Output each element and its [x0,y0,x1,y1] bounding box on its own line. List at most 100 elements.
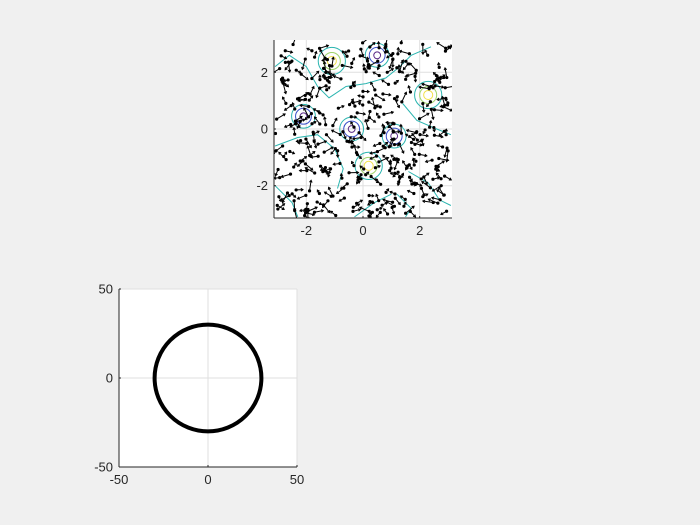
quiver-arrow [351,208,362,213]
quiver-arrow [306,145,313,158]
quiver-arrow [391,129,401,134]
quiver-arrow [313,116,322,126]
quiver-arrow [419,172,430,181]
quiver-arrow [290,192,297,198]
quiver-arrow [373,164,381,170]
quiver-arrow [304,211,316,217]
quiver-arrow [404,133,416,141]
quiver-arrow [312,108,322,115]
quiver-arrow [355,199,364,205]
quiver-arrow [391,57,395,68]
quiver-arrow [344,49,351,54]
quiver-arrow [368,199,376,205]
quiver-arrow [393,171,404,178]
quiver-arrow [427,198,440,205]
quiver-arrow [351,99,362,105]
circle-plot-axes: -50 0 50 -50 0 50 [94,282,304,488]
quiver-arrow [304,137,312,149]
quiver-arrow [440,209,449,216]
quiver-arrow [358,54,370,60]
quiver-arrow [435,172,443,181]
quiver-arrow [366,109,372,123]
quiver-arrow [443,146,449,158]
quiver-arrow [332,161,342,166]
quiver-arrow [274,175,282,180]
quiver-arrow [327,73,336,80]
quiver-arrow [393,79,400,85]
quiver-arrow [301,57,307,71]
quiver-arrow [338,196,346,202]
quiver-arrow [434,160,446,168]
quiver-arrow [350,56,356,65]
quiver-arrow [376,64,381,71]
quiver-arrow [433,74,439,84]
quiver-arrow [381,79,391,86]
quiver-arrow [437,74,446,80]
quiver-arrow [432,125,436,133]
quiver-arrow [421,42,425,56]
quiver-arrow [358,206,371,213]
quiver-arrow [413,74,418,83]
quiver-arrow [340,63,354,69]
quiver-arrow [331,117,338,128]
quiver-arrow [321,203,331,214]
quiver-arrow [349,80,356,89]
quiver-arrow [292,162,297,169]
quiver-arrow [372,141,382,147]
quiver-arrow [329,210,338,218]
quiver-arrow [298,168,309,173]
quiver-arrow [332,75,343,81]
quiver-arrow [303,162,314,171]
quiver-arrow [407,175,413,182]
quiver-arrow [377,156,390,164]
quiver-arrow [279,54,288,60]
quiver-arrow [421,82,433,89]
quiver-arrow [294,187,304,192]
axis-ticks: -50 0 50 -50 0 50 [94,282,304,488]
y-tick-label: -2 [256,178,268,193]
quiver-arrow [318,164,327,171]
quiver-arrow [327,186,335,198]
quiver-arrow [282,151,288,159]
quiver-arrow [368,41,376,49]
circle-line [152,322,264,434]
quiver-arrow [357,131,367,142]
quiver-arrow [316,140,328,146]
quiver-arrow [308,85,315,96]
quiver-arrow [375,210,382,218]
quiver-arrows [274,40,452,218]
quiver-arrow [374,93,386,102]
quiver-arrow [399,123,403,135]
quiver-arrow [421,101,426,114]
quiver-arrow [407,84,413,94]
quiver-arrow [315,200,323,206]
quiver-arrow [361,89,371,94]
contour-ring [343,120,361,138]
quiver-arrow [398,49,411,56]
contour-ring [368,46,386,64]
quiver-arrow [435,164,440,173]
quiver-arrow [318,74,322,82]
quiver-arrow [390,154,399,161]
quiver-arrow [317,84,328,90]
x-tick-label: -50 [110,472,129,487]
quiver-arrow [351,160,356,168]
quiver-arrow [431,176,441,181]
quiver-arrow [375,206,383,212]
quiver-arrow [369,174,380,184]
quiver-arrow [362,63,366,71]
quiver-arrow [419,186,426,197]
quiver-arrow [306,47,314,53]
quiver-arrow [367,100,379,108]
quiver-arrow [385,68,395,74]
quiver-arrow [364,64,370,74]
quiver-arrow [422,128,427,135]
quiver-arrow [291,101,297,111]
quiver-arrow [418,132,430,138]
quiver-arrow [436,42,448,50]
quiver-arrow [370,81,377,92]
quiver-arrow [395,66,405,74]
quiver-arrow [274,131,278,136]
quiver-arrow [307,179,313,193]
